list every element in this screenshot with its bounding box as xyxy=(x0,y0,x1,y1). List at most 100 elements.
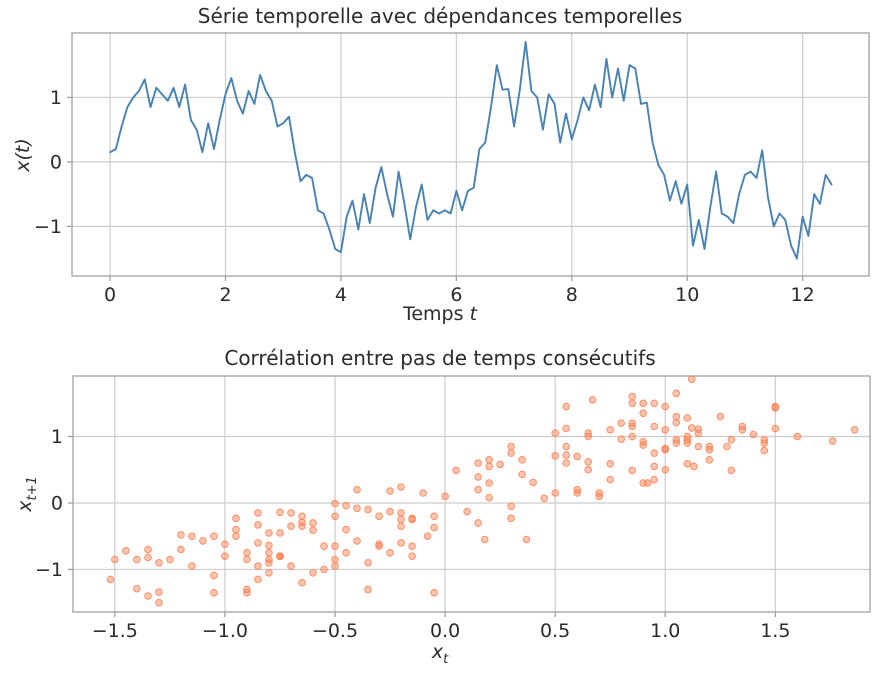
scatter-point xyxy=(331,499,339,508)
scatter-point xyxy=(221,552,229,561)
scatter-point xyxy=(643,479,652,487)
scatter-point xyxy=(562,442,571,451)
y-tick-label: −1 xyxy=(34,216,62,238)
x-tick-label: 6 xyxy=(450,284,462,306)
scatter-point xyxy=(353,537,361,545)
scatter-point xyxy=(353,485,361,494)
scatter-point xyxy=(650,462,659,471)
scatter-point xyxy=(287,522,295,531)
scatter-point xyxy=(298,512,306,521)
scatter-point xyxy=(331,555,339,564)
scatter-point xyxy=(606,426,615,434)
scatter-point xyxy=(606,460,615,468)
scatter-point xyxy=(375,542,383,551)
scatter-point xyxy=(588,396,597,404)
scatter-point xyxy=(485,493,493,502)
scatter-point xyxy=(661,426,670,434)
scatter-point xyxy=(287,509,295,517)
scatter-point xyxy=(650,399,659,408)
scatter-point xyxy=(518,470,526,479)
scatter-point xyxy=(397,522,405,531)
scatter-point xyxy=(386,487,394,495)
scatter-point xyxy=(430,512,438,521)
scatter-point xyxy=(650,422,659,431)
y-tick-label: 0 xyxy=(51,492,63,514)
scatter-point xyxy=(276,552,284,561)
scatter-point xyxy=(397,539,405,547)
scatter-point xyxy=(661,465,670,474)
scatter-point xyxy=(562,451,571,459)
scatter-point xyxy=(276,508,284,517)
scatter-point xyxy=(628,419,637,428)
scatter-point xyxy=(265,559,273,567)
scatter-point xyxy=(122,547,130,555)
scatter-point xyxy=(276,529,284,537)
scatter-point xyxy=(254,575,262,584)
scatter-point xyxy=(423,532,432,541)
scatter-point xyxy=(694,429,703,438)
scatter-point xyxy=(298,522,306,531)
scatter-point xyxy=(551,452,560,460)
scatter-point xyxy=(687,424,696,432)
timeseries-ylabel: x(t) xyxy=(12,138,34,172)
scatter-point xyxy=(485,479,493,487)
scatter-point xyxy=(177,531,185,539)
scatter-point xyxy=(133,555,141,564)
scatter-point xyxy=(144,553,152,562)
scatter-point xyxy=(562,459,571,467)
scatter-point xyxy=(243,585,251,594)
scatter-point xyxy=(584,432,593,441)
scatter-point xyxy=(320,542,328,551)
scatter-point xyxy=(828,437,837,445)
scatter-point xyxy=(507,514,515,523)
scatter-point xyxy=(155,598,163,607)
scatter-point xyxy=(573,452,582,461)
x-tick-label: 12 xyxy=(791,284,815,306)
x-tick-label: −1.0 xyxy=(202,620,248,642)
x-tick-label: 1.0 xyxy=(650,620,680,642)
scatter-point xyxy=(628,432,637,441)
scatter-point xyxy=(221,540,229,549)
axes-spines xyxy=(71,32,870,277)
scatter-point xyxy=(452,466,460,475)
scatter-point xyxy=(265,549,273,557)
scatter-point xyxy=(540,494,549,503)
scatter-point xyxy=(683,432,692,441)
scatter-point xyxy=(254,509,262,517)
scatter-point xyxy=(408,552,416,561)
scatter-point xyxy=(254,521,262,529)
scatter-point xyxy=(672,418,681,427)
scatter-point xyxy=(485,456,493,464)
scatter-point xyxy=(408,542,416,551)
scatter-point xyxy=(430,523,438,532)
scatter-point xyxy=(364,585,372,594)
scatter-point xyxy=(309,519,317,527)
scatter-point xyxy=(188,532,196,541)
scatter-point xyxy=(793,432,802,441)
scatter-point xyxy=(111,555,119,564)
scatter-point xyxy=(694,442,703,451)
scatter-point xyxy=(353,504,361,513)
scatter-point xyxy=(386,507,394,516)
scatter-point xyxy=(474,459,482,467)
scatter-point xyxy=(771,404,780,412)
scatter-point xyxy=(672,389,681,398)
scatter-point xyxy=(705,446,714,454)
scatter-point xyxy=(397,509,405,517)
scatter-point xyxy=(298,578,306,587)
scatter-point xyxy=(694,425,703,434)
scatter-point xyxy=(210,532,218,541)
scatter-point xyxy=(760,439,769,447)
scatter-point xyxy=(309,526,317,535)
scatter-point xyxy=(683,460,692,468)
scatter-point xyxy=(386,549,394,557)
scatter-point xyxy=(243,555,251,564)
scatter-point xyxy=(584,458,593,466)
scatter-point xyxy=(628,392,637,401)
scatter-point xyxy=(265,529,273,537)
scatter-point xyxy=(254,539,262,547)
scatter-point xyxy=(639,441,648,449)
scatter-point xyxy=(397,483,405,491)
